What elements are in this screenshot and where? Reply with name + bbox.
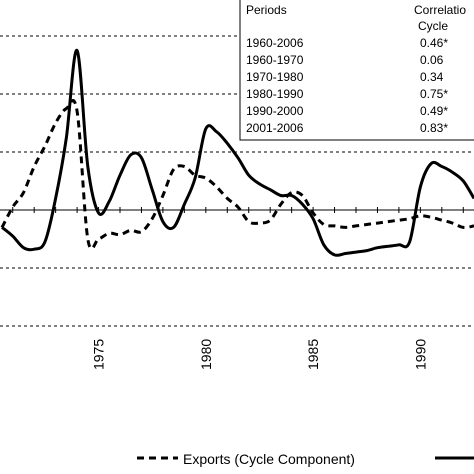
correlation-row-period: 1960-2006	[246, 36, 304, 50]
x-tick-label: 1975	[91, 339, 107, 370]
correlation-value-subheader: Cycle	[418, 19, 448, 33]
series-layer	[0, 48, 474, 257]
series-line-exports	[0, 98, 474, 251]
correlation-row-value: 0.06	[420, 53, 444, 67]
correlation-row-value: 0.46*	[420, 36, 448, 50]
correlation-row-value: 0.34	[420, 70, 444, 84]
correlation-table: Periods Correlatio Cycle 1960-2006 0.46*1…	[239, 0, 474, 141]
legend: Exports (Cycle Component)	[137, 451, 474, 467]
series-line-solid	[1, 48, 474, 257]
correlation-row-period: 1980-1990	[246, 87, 304, 101]
correlation-rows: 1960-2006 0.46* 1960-1970 0.06 1970-1980 0.34…	[246, 36, 448, 135]
x-tick-label: 1990	[412, 339, 428, 370]
correlation-table-box	[239, 0, 474, 141]
correlation-row-period: 1990-2000	[246, 104, 304, 118]
correlation-row-value: 0.83*	[420, 121, 448, 135]
correlation-row-period: 1960-1970	[246, 53, 304, 67]
correlation-period-header: Periods	[246, 3, 287, 17]
correlation-row-value: 0.75*	[420, 87, 448, 101]
x-tick-label: 1980	[198, 339, 214, 370]
legend-label-exports: Exports (Cycle Component)	[183, 451, 355, 467]
gridlines	[0, 35, 474, 327]
correlation-value-header: Correlatio	[414, 3, 466, 17]
correlation-row-value: 0.49*	[420, 104, 448, 118]
x-ticks: 1975 1980 1985 1990	[12, 207, 464, 370]
x-tick-label: 1985	[305, 339, 321, 370]
correlation-row-period: 1970-1980	[246, 70, 304, 84]
correlation-row-period: 2001-2006	[246, 121, 304, 135]
